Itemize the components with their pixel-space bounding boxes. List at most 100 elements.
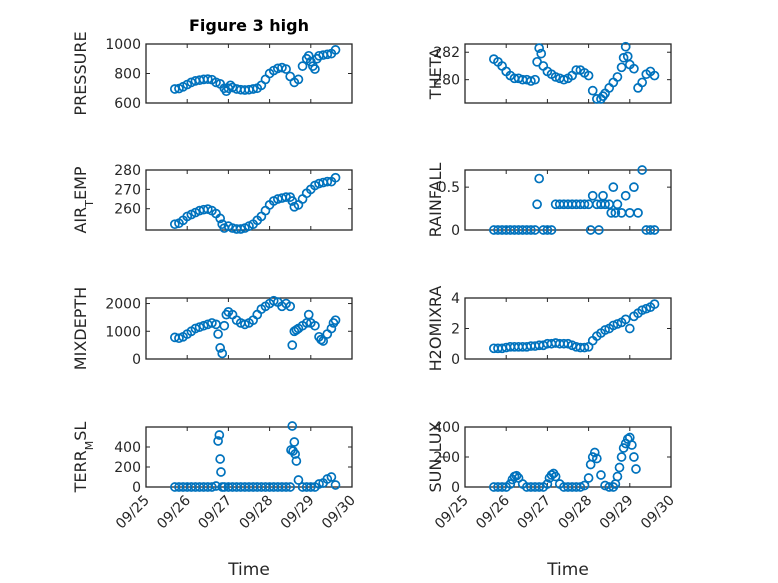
data-point [631,464,641,474]
data-point [532,199,542,210]
data-point [314,479,324,489]
data-point [612,72,623,82]
x-tick-label: 09/27 [514,493,554,533]
data-point [194,322,205,332]
data-point [649,225,660,235]
subplot-mixdepth: 0 1000 2000 MIXDEPTH [71,287,353,370]
x-tick-label: 09/29 [597,493,637,533]
y-axis-label: H2OMIXRA [426,286,445,372]
data-point [217,348,228,359]
data-point [620,314,631,325]
data-point [174,333,184,344]
data-point [526,225,536,235]
data-point [248,84,258,94]
y-tick-label: 400 [433,420,460,436]
data-point [645,225,656,235]
data-point [610,208,621,218]
data-point [235,224,246,234]
y-axis-label-subscript: F [438,452,451,458]
data-point [310,320,320,331]
subplot-pressure: 600 800 1000 PRESSURE Figure 3 high [71,16,353,116]
data-markers [169,45,341,97]
data-point [594,225,604,235]
x-tick-label: 09/25 [113,493,153,533]
data-point [268,295,279,306]
y-axis-label-main: H2OMIXRA [426,286,445,372]
y-axis-label-main: PRESSURE [71,31,90,115]
data-point [591,453,602,464]
data-point [326,323,337,334]
data-point [318,336,329,346]
y-axis-label-main: TERR [71,450,90,493]
data-point [579,480,590,491]
axes-box [145,426,353,488]
data-point [305,482,316,492]
x-tick-label: 09/30 [638,493,678,533]
data-markers [169,172,341,234]
data-point [213,329,223,339]
y-tick-label: 270 [114,182,141,198]
y-tick-label: 400 [114,440,141,456]
data-markers [488,299,660,354]
data-point [629,452,639,462]
y-tick-label: 2 [451,322,460,338]
data-point [497,482,507,492]
y-tick-label: 200 [114,460,141,476]
y-axis-label-main: THETA [426,48,445,100]
data-point [291,456,302,466]
y-tick-label: 0 [451,480,460,496]
data-point [612,199,623,210]
data-point [583,473,594,483]
data-point [571,65,582,75]
y-tick-label: 600 [114,96,141,112]
data-point [322,49,333,60]
y-axis-label-main: MIXDEPTH [71,287,90,370]
y-tick-label: 1000 [105,37,141,53]
data-point [281,482,291,492]
data-point [649,70,660,81]
data-point [511,470,522,481]
y-axis-label: RAINFALL [426,163,445,238]
data-point [618,443,629,453]
data-point [526,76,536,86]
data-point [559,74,569,85]
data-point [530,74,540,85]
data-point [616,62,627,73]
y-axis-label: MIXDEPTH [71,287,90,370]
subplot-air-temp: 260 270 280 AIRTEMP [71,163,353,234]
y-axis-label-main: AIR [71,207,90,234]
data-point [579,342,590,353]
data-point [505,479,516,489]
data-point [618,52,629,63]
x-tick-label: 09/28 [556,493,596,533]
y-tick-label: 4 [451,291,460,307]
data-point [215,454,226,464]
y-axis-label: PRESSURE [71,31,90,115]
data-point [620,41,631,52]
data-point [330,172,341,183]
data-point [330,45,341,55]
data-point [190,323,201,334]
y-tick-label: 2000 [105,297,141,313]
y-tick-label: 280 [433,73,460,89]
data-point [214,430,225,440]
data-point [287,421,298,431]
data-point [281,64,291,74]
data-point [169,219,180,230]
data-point [629,63,639,74]
y-tick-label: 0 [451,223,460,239]
data-point [536,48,547,59]
data-point [606,208,617,218]
data-point [587,85,598,96]
data-point [289,437,300,447]
data-point [240,319,250,330]
data-point [285,482,296,492]
y-axis-label-tail: EMP [71,166,90,200]
data-point [596,470,606,480]
data-point [215,213,226,224]
x-tick-label: 09/26 [473,492,513,532]
data-point [546,225,557,235]
